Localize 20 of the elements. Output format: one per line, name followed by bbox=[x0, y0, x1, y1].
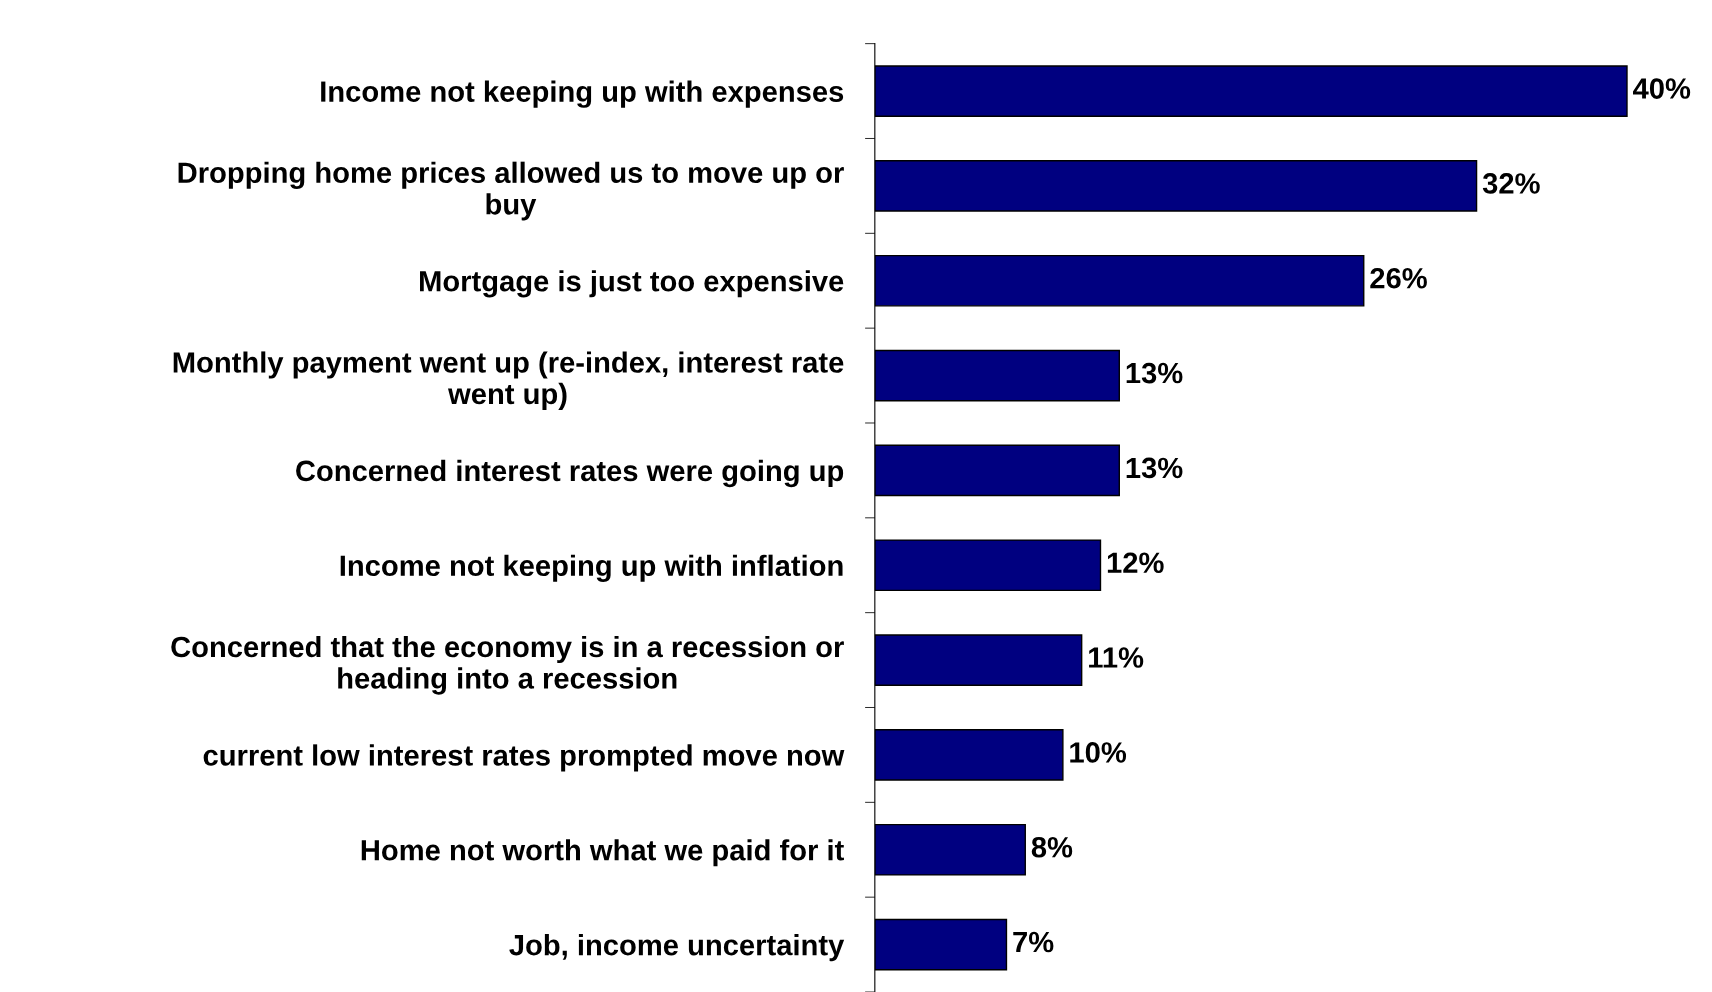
y-tick-label: Monthly payment went up (re-index, interest rate went up) bbox=[173, 351, 844, 411]
y-tick-label: Mortgage is just too expensive bbox=[420, 270, 844, 298]
y-tick-label: Home not worth what we paid for it bbox=[361, 839, 844, 867]
data-label: 10% bbox=[1070, 742, 1127, 763]
y-tick-label: Concerned that the economy is in a recession or heading into a recession bbox=[171, 635, 844, 695]
y-tick-label: Income not keeping up with expenses bbox=[321, 80, 844, 108]
y-tick-label: current low interest rates prompted move now bbox=[203, 744, 845, 772]
data-label: 7% bbox=[1013, 931, 1054, 953]
y-tick-label: Job, income uncertainty bbox=[509, 934, 845, 962]
data-label: 40% bbox=[1633, 78, 1691, 99]
data-label: 32% bbox=[1482, 173, 1540, 194]
data-label: 13% bbox=[1126, 362, 1183, 384]
data-label: 26% bbox=[1370, 267, 1427, 289]
data-label: 11% bbox=[1089, 647, 1144, 668]
data-label: 8% bbox=[1031, 836, 1073, 858]
y-tick-label: Concerned interest rates were going up bbox=[296, 459, 844, 488]
data-label: 12% bbox=[1107, 552, 1164, 574]
data-label: 13% bbox=[1126, 457, 1183, 479]
y-tick-label: Dropping home prices allowed us to move up or buy bbox=[178, 161, 844, 221]
y-tick-label: Income not keeping up with inflation bbox=[340, 554, 843, 582]
